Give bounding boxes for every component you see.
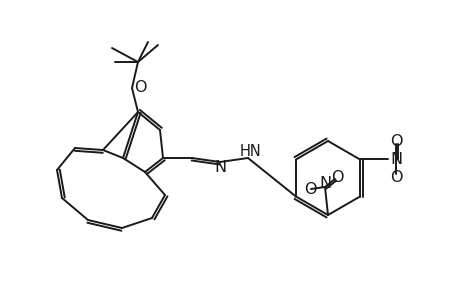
Text: HN: HN [240, 145, 261, 160]
Text: N: N [318, 176, 330, 190]
Text: O: O [134, 80, 146, 95]
Text: O: O [389, 134, 402, 149]
Text: O: O [389, 170, 402, 185]
Text: O: O [303, 182, 316, 196]
Text: O: O [330, 169, 342, 184]
Text: N: N [213, 160, 225, 175]
Text: N: N [389, 152, 401, 167]
